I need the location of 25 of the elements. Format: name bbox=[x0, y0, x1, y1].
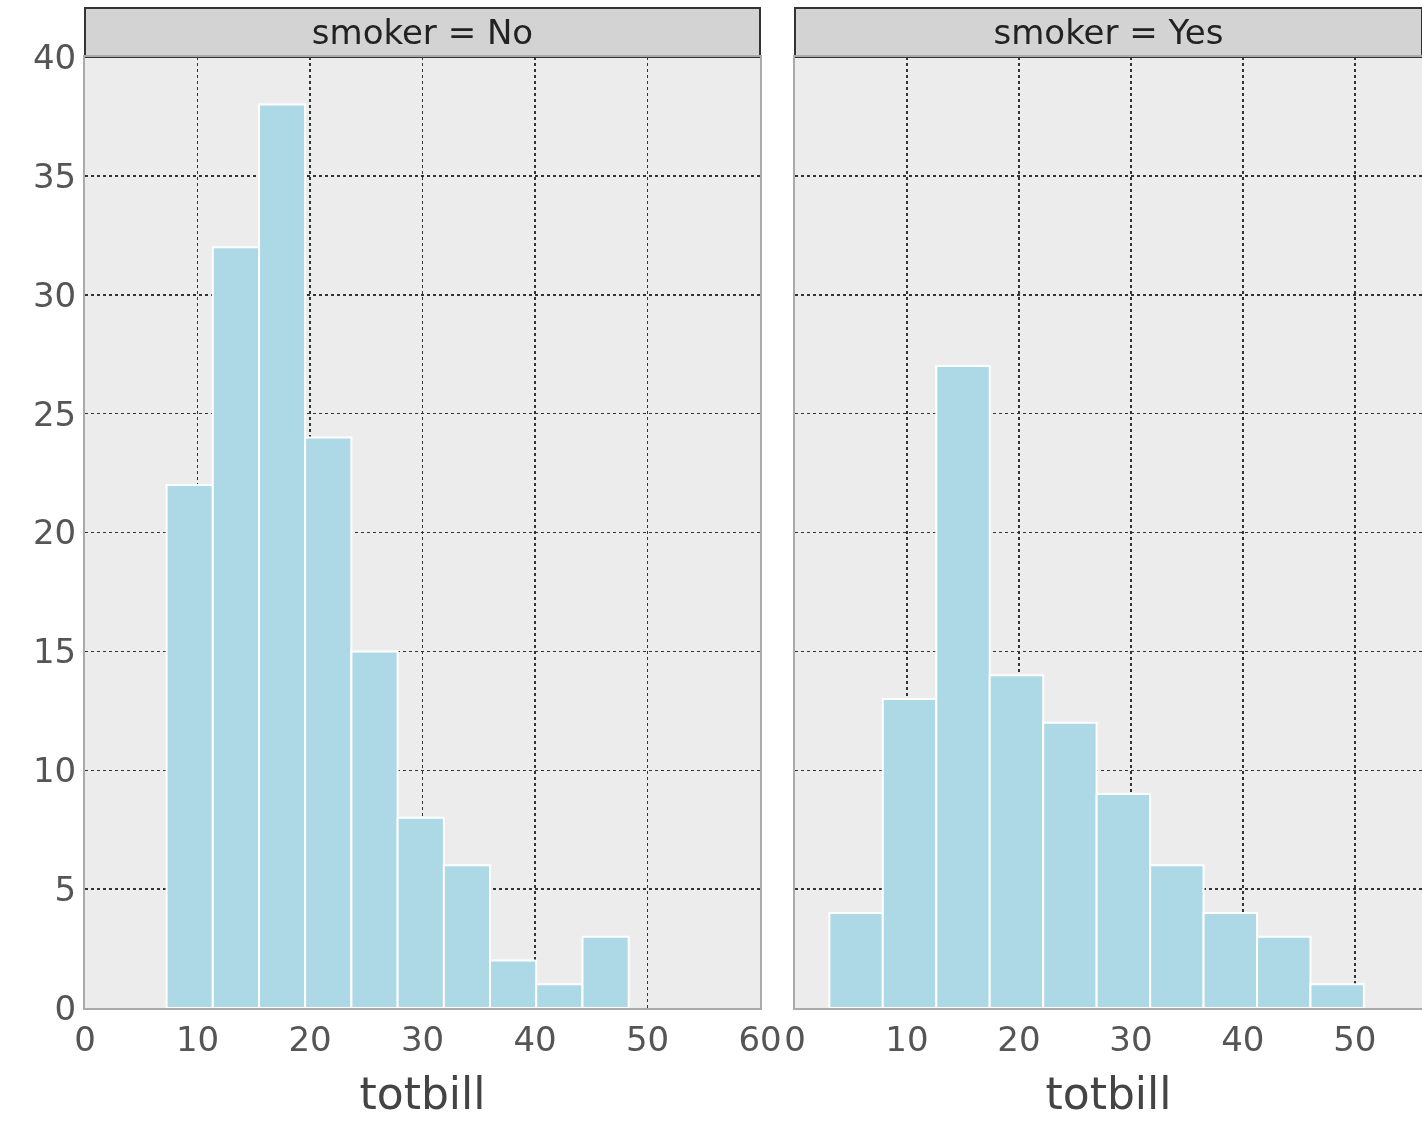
x-tick-label: 0 bbox=[784, 1018, 806, 1059]
x-tick-label: 20 bbox=[997, 1018, 1041, 1059]
x-tick-label: 50 bbox=[1333, 1018, 1377, 1059]
x-tick-label: 40 bbox=[1221, 1018, 1265, 1059]
x-tick-label: 10 bbox=[885, 1018, 929, 1059]
x-tick-label: 10 bbox=[175, 1018, 220, 1059]
y-tick-label: 30 bbox=[32, 274, 77, 315]
y-tick-label: 10 bbox=[32, 750, 77, 791]
y-tick-label: 40 bbox=[32, 36, 77, 77]
x-tick-label: 40 bbox=[513, 1018, 557, 1059]
y-tick-label: 15 bbox=[32, 631, 77, 672]
y-tick-label: 25 bbox=[32, 393, 77, 434]
chart-title: smoker = No bbox=[311, 11, 534, 52]
y-tick-label: 20 bbox=[32, 512, 77, 553]
x-tick-label: 30 bbox=[400, 1018, 445, 1059]
x-axis-title: totbill bbox=[359, 1067, 486, 1119]
x-tick-label: 20 bbox=[288, 1018, 332, 1059]
x-axis-title: totbill bbox=[1045, 1067, 1172, 1119]
x-tick-label: 30 bbox=[1109, 1018, 1153, 1059]
y-tick-label: 5 bbox=[54, 869, 77, 910]
x-tick-label: 60 bbox=[738, 1018, 782, 1059]
y-tick-label: 0 bbox=[54, 987, 77, 1028]
y-tick-label: 35 bbox=[32, 155, 77, 196]
x-tick-label: 50 bbox=[625, 1018, 670, 1059]
chart-title: smoker = Yes bbox=[993, 11, 1224, 52]
